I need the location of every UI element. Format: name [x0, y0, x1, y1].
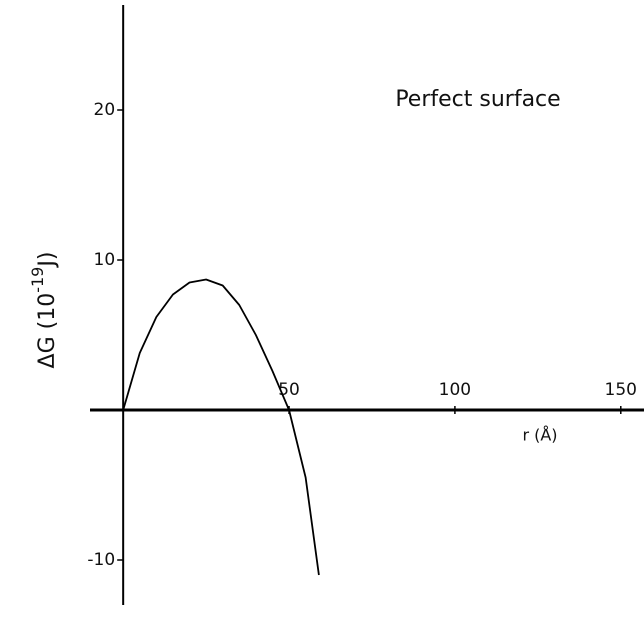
- y-tick-label: 10: [94, 250, 116, 270]
- x-tick-label: 100: [439, 380, 471, 400]
- x-tick-label: 150: [605, 380, 637, 400]
- y-axis-title: ΔG (10-19J): [28, 252, 60, 369]
- y-tick-label: 20: [94, 100, 116, 120]
- y-title-superscript: -19: [28, 267, 47, 293]
- curve: [122, 278, 320, 576]
- y-tick-label: -10: [87, 550, 115, 570]
- y-title-text: ΔG (10: [35, 293, 60, 369]
- x-axis-title: r (Å): [522, 426, 557, 445]
- y-title-suffix: J): [35, 252, 60, 269]
- annotation: Perfect surface: [395, 87, 560, 112]
